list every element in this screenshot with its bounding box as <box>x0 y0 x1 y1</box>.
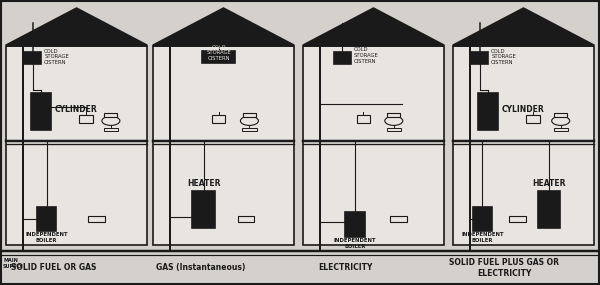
Bar <box>238 216 254 222</box>
Text: D: D <box>498 33 507 43</box>
Bar <box>202 51 235 63</box>
Bar <box>509 216 526 222</box>
Text: COLD
STORAGE
CISTERN: COLD STORAGE CISTERN <box>44 49 69 65</box>
Bar <box>153 46 294 245</box>
Bar <box>538 191 560 228</box>
Bar <box>346 212 365 237</box>
Polygon shape <box>153 9 294 46</box>
Text: C: C <box>348 33 356 43</box>
Bar <box>193 191 215 228</box>
Text: COLD
STORAGE
CISTERN: COLD STORAGE CISTERN <box>354 47 379 64</box>
Polygon shape <box>6 9 147 46</box>
Text: COLD
STORAGE CISTERN: COLD STORAGE CISTERN <box>198 36 249 47</box>
Text: ELECTRICITY: ELECTRICITY <box>318 263 372 272</box>
Bar <box>88 216 104 222</box>
Polygon shape <box>453 9 594 46</box>
Bar <box>6 46 147 245</box>
Text: GAS (Instantaneous): GAS (Instantaneous) <box>157 263 245 272</box>
Text: INDEPENDENT
BOILER: INDEPENDENT BOILER <box>25 232 68 243</box>
Bar <box>387 113 400 117</box>
Ellipse shape <box>385 116 403 125</box>
Ellipse shape <box>552 116 570 125</box>
Text: COLD
STORAGE
CISTERN: COLD STORAGE CISTERN <box>206 45 231 61</box>
Bar <box>303 46 444 245</box>
Bar <box>25 52 41 64</box>
Text: MAIN
SUPPLY: MAIN SUPPLY <box>3 258 23 269</box>
Bar <box>526 115 539 123</box>
Ellipse shape <box>102 116 120 125</box>
Text: CYLINDER: CYLINDER <box>501 105 544 114</box>
Ellipse shape <box>241 116 259 125</box>
Bar <box>356 115 370 123</box>
Text: B: B <box>198 33 206 43</box>
Bar <box>37 207 56 231</box>
Bar <box>386 128 401 131</box>
Text: INDEPENDENT
BOILER: INDEPENDENT BOILER <box>461 232 503 243</box>
Bar <box>242 128 257 131</box>
Bar <box>212 115 226 123</box>
Bar <box>472 52 488 64</box>
Text: HEATER: HEATER <box>532 179 566 188</box>
Bar <box>243 113 256 117</box>
Text: A: A <box>51 33 59 43</box>
Bar <box>554 113 568 117</box>
Bar <box>104 128 118 131</box>
Bar <box>554 128 568 131</box>
Text: CYLINDER: CYLINDER <box>54 105 97 114</box>
Bar <box>473 207 492 231</box>
Bar <box>104 113 118 117</box>
Bar <box>391 216 407 222</box>
Text: INDEPENDENT
BOILER: INDEPENDENT BOILER <box>334 238 376 249</box>
Text: SOLID FUEL PLUS GAS OR
ELECTRICITY: SOLID FUEL PLUS GAS OR ELECTRICITY <box>449 258 559 278</box>
Text: SOLID FUEL OR GAS: SOLID FUEL OR GAS <box>11 263 97 272</box>
Text: COLD
STORAGE
CISTERN: COLD STORAGE CISTERN <box>491 49 516 65</box>
Bar <box>334 52 351 64</box>
Bar <box>31 93 50 130</box>
Polygon shape <box>303 9 444 46</box>
Text: HEATER: HEATER <box>187 179 221 188</box>
Bar <box>478 93 497 130</box>
Bar <box>453 46 594 245</box>
Bar <box>79 115 92 123</box>
